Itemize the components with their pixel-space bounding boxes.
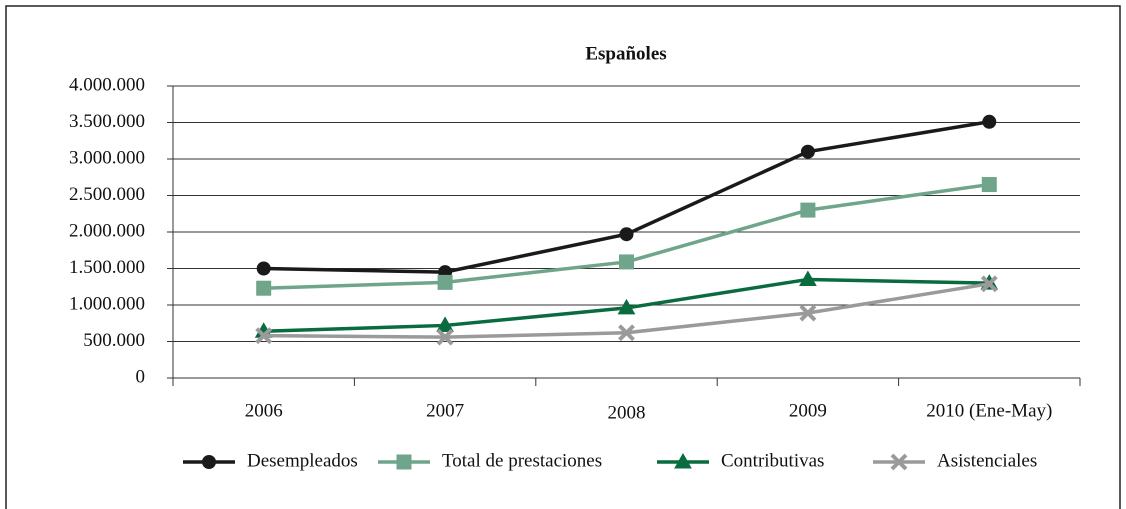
y-tick-label: 4.000.000 [69, 74, 145, 95]
marker [890, 453, 908, 471]
marker [800, 144, 815, 159]
marker [437, 274, 453, 290]
x-tick-label: 2008 [608, 402, 646, 423]
legend-label: Contributivas [721, 450, 824, 471]
marker [618, 324, 635, 342]
marker [619, 227, 634, 242]
y-tick-label: 1.000.000 [69, 293, 145, 314]
x-tick-label: 2010 (Ene-May) [926, 400, 1052, 421]
x-tick-label: 2006 [245, 400, 283, 421]
marker [436, 328, 454, 346]
y-tick-label: 3.000.000 [69, 147, 145, 168]
y-tick-label: 1.500.000 [69, 257, 145, 278]
x-tick-label: 2009 [789, 400, 827, 421]
marker [255, 327, 273, 345]
legend-label: Total de prestaciones [442, 450, 602, 471]
marker [674, 452, 692, 469]
x-tick-label: 2007 [426, 400, 464, 421]
series-line [263, 120, 990, 274]
marker [617, 298, 636, 315]
y-tick-label: 0 [136, 366, 146, 387]
y-tick-label: 2.500.000 [69, 184, 145, 205]
marker [436, 316, 454, 332]
marker [799, 270, 817, 286]
marker [982, 114, 997, 129]
marker [256, 261, 271, 276]
y-tick-label: 3.500.000 [69, 111, 145, 132]
y-tick-label: 500.000 [83, 330, 145, 351]
marker [800, 202, 816, 218]
marker [980, 275, 998, 293]
chart-title: Españoles [585, 43, 666, 64]
marker [619, 254, 634, 270]
y-tick-label: 2.000.000 [69, 220, 145, 241]
legend-label: Desempleados [247, 450, 358, 471]
marker [799, 304, 817, 322]
frame [5, 5, 1121, 509]
marker [202, 455, 216, 469]
marker [981, 177, 997, 193]
legend-label: Asistenciales [937, 450, 1037, 471]
marker [396, 454, 412, 470]
marker [256, 280, 272, 296]
